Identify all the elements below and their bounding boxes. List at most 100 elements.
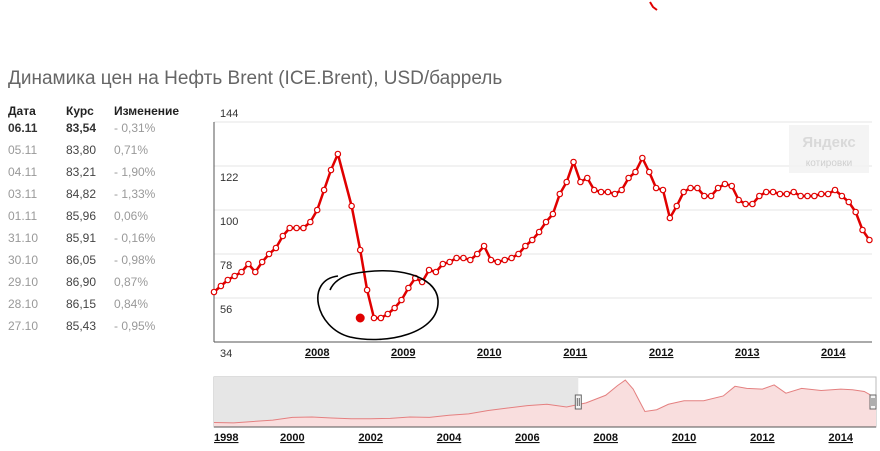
- data-point: [852, 208, 859, 216]
- data-point: [783, 190, 791, 198]
- data-point: [494, 258, 502, 266]
- data-point: [446, 258, 453, 266]
- data-point: [714, 184, 722, 192]
- data-point: [279, 232, 287, 240]
- data-point: [866, 236, 873, 244]
- data-point: [666, 214, 674, 222]
- data-point: [790, 188, 798, 196]
- navigator-left-handle[interactable]: [574, 394, 582, 410]
- row-rate: 86,05: [66, 253, 97, 267]
- data-point: [467, 256, 474, 264]
- data-point: [224, 276, 232, 284]
- data-point: [838, 192, 846, 200]
- data-point: [769, 188, 777, 196]
- data-point: [817, 190, 825, 198]
- row-change: 0,87%: [114, 275, 149, 289]
- data-point: [265, 250, 273, 258]
- rates-table: Дата Курс Изменение 06.11 83,54 - 0,31% 05…: [6, 104, 206, 341]
- data-point: [286, 224, 293, 232]
- data-point: [625, 174, 632, 182]
- data-point: [487, 256, 495, 264]
- data-point: [522, 242, 529, 250]
- data-point: [597, 188, 605, 196]
- data-point: [307, 218, 314, 226]
- row-rate: 86,15: [66, 297, 97, 311]
- row-change: - 1,90%: [114, 165, 156, 179]
- data-point: [776, 190, 784, 198]
- data-point: [293, 224, 300, 232]
- row-change: 0,84%: [114, 297, 149, 311]
- data-point: [542, 218, 550, 226]
- navigator-tick-label: 2008: [593, 432, 617, 444]
- data-point: [501, 256, 509, 264]
- navigator-tick-label: 2002: [358, 432, 382, 444]
- row-rate: 83,54: [66, 121, 97, 135]
- data-point: [432, 268, 440, 276]
- row-change: - 0,16%: [114, 231, 156, 245]
- y-tick-label: 144: [220, 108, 238, 120]
- table-row: 31.10 85,91 - 0,16%: [6, 231, 206, 253]
- data-point: [556, 190, 564, 198]
- data-point: [251, 268, 259, 276]
- header-change: Изменение: [114, 104, 180, 118]
- row-rate: 86,90: [66, 275, 97, 289]
- x-tick-label: 2014: [821, 347, 846, 359]
- x-tick-label: 2008: [305, 347, 329, 359]
- navigator-right-handle[interactable]: [869, 394, 877, 410]
- data-point: [377, 314, 385, 322]
- row-change: - 0,95%: [114, 319, 156, 333]
- header-rate: Курс: [66, 104, 94, 118]
- navigator-tick-label: 1998: [214, 432, 238, 444]
- data-point: [258, 258, 266, 266]
- data-point: [700, 192, 708, 200]
- data-point: [425, 266, 433, 274]
- data-point: [831, 186, 839, 194]
- table-row: 30.10 86,05 - 0,98%: [6, 253, 206, 275]
- header-date: Дата: [8, 104, 36, 118]
- data-point: [645, 168, 653, 176]
- navigator-tick-label: 2012: [750, 432, 774, 444]
- navigator-tick-label: 2004: [437, 432, 462, 444]
- data-point: [453, 254, 460, 262]
- data-point: [618, 186, 626, 194]
- x-tick-label: 2009: [391, 347, 415, 359]
- row-date: 30.10: [8, 253, 39, 267]
- data-point: [210, 288, 218, 296]
- table-row: 28.10 86,15 0,84%: [6, 297, 206, 319]
- data-point: [632, 168, 639, 176]
- watermark-brand: Яндекс: [802, 134, 855, 151]
- table-row: 04.11 83,21 - 1,90%: [6, 165, 206, 187]
- price-series-line: [213, 152, 871, 320]
- row-rate: 85,43: [66, 319, 97, 333]
- data-point: [570, 158, 577, 166]
- data-point: [238, 268, 245, 276]
- data-point: [217, 282, 225, 290]
- page-title: Динамика цен на Нефть Brent (ICE.Brent),…: [8, 68, 503, 89]
- data-point: [749, 200, 756, 208]
- annotation-circle: [317, 269, 439, 341]
- data-point: [231, 272, 238, 280]
- row-date: 01.11: [8, 209, 38, 223]
- data-point: [528, 236, 536, 244]
- data-point: [680, 188, 687, 196]
- data-point: [590, 186, 598, 194]
- data-point: [272, 244, 280, 252]
- row-rate: 84,82: [66, 187, 97, 201]
- data-point: [473, 250, 481, 258]
- table-row: 05.11 83,80 0,71%: [6, 143, 206, 165]
- data-point: [604, 188, 612, 196]
- handle-grip: [574, 394, 582, 410]
- data-point: [363, 286, 371, 294]
- table-row: 27.10 85,43 - 0,95%: [6, 319, 206, 341]
- row-date: 05.11: [8, 143, 38, 157]
- data-point: [859, 226, 866, 234]
- data-point: [563, 178, 570, 186]
- data-point: [300, 224, 307, 232]
- row-change: 0,71%: [114, 143, 149, 157]
- data-point: [707, 192, 715, 200]
- data-point: [535, 228, 543, 236]
- data-point: [639, 154, 646, 162]
- table-row: 01.11 85,96 0,06%: [6, 209, 206, 231]
- data-point: [549, 210, 557, 218]
